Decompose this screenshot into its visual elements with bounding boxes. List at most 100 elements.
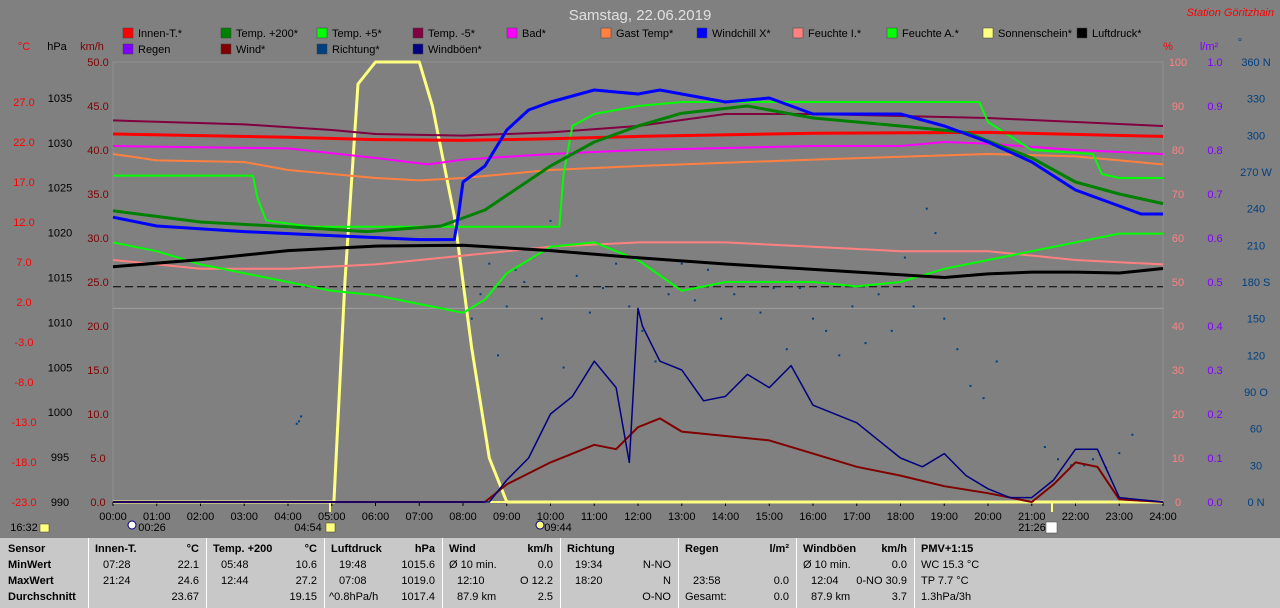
direction-point	[925, 207, 928, 210]
percent-tick-label: 60	[1172, 233, 1184, 245]
windboeen-unit: km/h	[881, 543, 907, 555]
percent-axis-unit: %	[1163, 41, 1173, 53]
wind-max-val: O 12.2	[519, 575, 553, 587]
temp200-title: Temp. +200	[213, 543, 273, 555]
kmh-tick-label: 40.0	[87, 145, 108, 157]
kmh-tick-label: 20.0	[87, 321, 108, 333]
windboeen-avg-val: 3.7	[891, 591, 907, 603]
direction-point	[680, 262, 683, 265]
regen-avg-val: 0.0	[773, 591, 789, 603]
legend-swatch	[122, 27, 134, 39]
temp200-avg-val: 19.15	[289, 591, 317, 603]
x-tick-label: 07:00	[405, 511, 433, 523]
innen-min-val: 22.1	[177, 559, 199, 571]
legend-swatch	[506, 27, 518, 39]
hpa-axis-unit: hPa	[47, 41, 67, 53]
lm2-tick-label: 0.1	[1207, 453, 1222, 465]
legend-label: Temp. +5*	[332, 28, 383, 40]
legend-label: Gast Temp*	[616, 28, 674, 40]
kmh-tick-label: 25.0	[87, 277, 108, 289]
x-tick-label: 04:00	[274, 511, 302, 523]
innen-max-val: 24.6	[177, 575, 199, 587]
direction-point	[300, 415, 303, 418]
percent-tick-label: 90	[1172, 101, 1184, 113]
legend-label: Temp. +200*	[236, 28, 299, 40]
legend-label: Richtung*	[332, 44, 380, 56]
legend-label: Feuchte A.*	[902, 28, 960, 40]
temp200-max-val: 27.2	[295, 575, 317, 587]
wind-min-val: 0.0	[537, 559, 553, 571]
lm2-axis-unit: l/m²	[1200, 41, 1219, 53]
x-tick-label: 00:00	[99, 511, 127, 523]
dir-tick-label: 30	[1250, 460, 1262, 472]
x-tick-label: 09:00	[493, 511, 521, 523]
celsius-tick-label: 22.0	[13, 137, 34, 149]
richtung-min-val: N-NO	[642, 559, 671, 571]
celsius-tick-label: -3.0	[15, 337, 34, 349]
legend-swatch	[696, 27, 708, 39]
kmh-tick-label: 15.0	[87, 365, 108, 377]
series-line-innen-t	[112, 130, 1164, 142]
pmv-max-val: TP 7.7 °C	[921, 575, 969, 587]
direction-point	[785, 348, 788, 351]
x-tick-label: 16:00	[799, 511, 827, 523]
legend-swatch	[122, 43, 134, 55]
luftdruck-avg-time: ^0.8hPa/h	[329, 591, 379, 603]
legend-label: Bad*	[522, 28, 547, 40]
innen-avg-val: 23.67	[171, 591, 199, 603]
pmv-title: PMV+1:15	[921, 543, 974, 555]
richtung-max-time: 18:20	[575, 575, 603, 587]
innen-max-time: 21:24	[103, 575, 131, 587]
legend-swatch	[412, 27, 424, 39]
direction-point	[1092, 458, 1094, 461]
series-line-luftdruck	[112, 243, 1164, 279]
dir-tick-label: 180 S	[1242, 277, 1271, 289]
marker-time-evening: 21:26	[1018, 522, 1046, 534]
direction-point	[549, 219, 552, 222]
footer-col-regen: Regen l/m² 23:58 0.0 Gesamt: 0.0	[678, 538, 795, 608]
percent-tick-label: 100	[1169, 57, 1187, 69]
hpa-tick-label: 1035	[48, 93, 72, 105]
x-tick-label: 08:00	[449, 511, 477, 523]
x-tick-label: 20:00	[974, 511, 1002, 523]
luftdruck-max-val: 1019.0	[401, 575, 435, 587]
lm2-tick-label: 0.8	[1207, 145, 1222, 157]
hpa-tick-label: 1030	[48, 138, 72, 150]
x-tick-label: 05:00	[318, 511, 346, 523]
axis-unit-headers: °C hPa km/h % l/m² °	[18, 37, 1242, 53]
row-label-min: MinWert	[8, 559, 52, 571]
hpa-tick-label: 1005	[48, 362, 72, 374]
legend-swatch	[600, 27, 612, 39]
hpa-tick-label: 1020	[48, 228, 72, 240]
kmh-tick-label: 45.0	[87, 101, 108, 113]
windboeen-max-time: 12:04	[811, 575, 839, 587]
pmv-min-val: WC 15.3 °C	[921, 559, 980, 571]
sun-marker-icon	[39, 523, 50, 533]
direction-point	[479, 293, 482, 296]
plot-area	[112, 61, 1164, 503]
legend-label: Feuchte I.*	[808, 28, 862, 40]
series-line-temp-5	[113, 101, 1163, 228]
series-line-feuchte-i	[112, 241, 1164, 270]
dir-tick-label: 90 O	[1244, 387, 1268, 399]
x-tick-label: 21:00	[1018, 511, 1046, 523]
wind-title: Wind	[449, 543, 476, 555]
kmh-tick-label: 30.0	[87, 233, 108, 245]
innen-unit: °C	[186, 543, 199, 555]
direction-point	[772, 287, 775, 290]
direction-point	[825, 329, 828, 332]
lm2-tick-label: 0.0	[1207, 497, 1222, 509]
direction-point	[602, 287, 604, 290]
celsius-tick-label: -13.0	[11, 417, 36, 429]
wind-max-time: 12:10	[457, 575, 485, 587]
series-layer	[112, 60, 1164, 504]
dir-tick-label: 150	[1247, 314, 1265, 326]
direction-point	[497, 354, 499, 357]
percent-tick-label: 0	[1175, 497, 1181, 509]
richtung-min-time: 19:34	[575, 559, 603, 571]
direction-point	[615, 262, 618, 265]
dir-tick-label: 330	[1247, 94, 1265, 106]
x-tick-label: 10:00	[537, 511, 565, 523]
celsius-tick-label: 2.0	[16, 297, 31, 309]
direction-point	[523, 281, 526, 283]
